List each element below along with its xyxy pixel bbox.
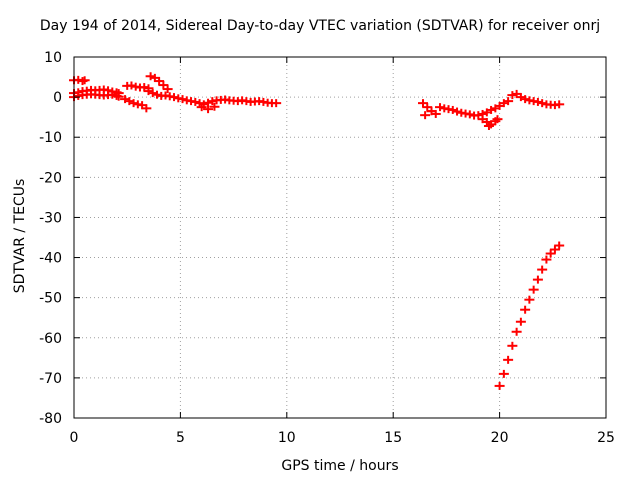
data-point bbox=[113, 92, 124, 101]
x-tick-label: 10 bbox=[278, 430, 296, 446]
data-point bbox=[532, 275, 543, 284]
data-point bbox=[162, 85, 173, 94]
y-axis-label: SDTVAR / TECUs bbox=[12, 178, 28, 294]
data-point bbox=[271, 99, 282, 108]
data-point bbox=[494, 381, 505, 390]
chart-title: Day 194 of 2014, Sidereal Day-to-day VTE… bbox=[39, 18, 601, 34]
x-tick-label: 5 bbox=[176, 430, 185, 446]
plot-frame bbox=[73, 56, 607, 419]
data-point bbox=[420, 111, 431, 120]
data-point bbox=[203, 105, 214, 114]
tick-layer: 0 5 10 15 20 25 10 0 -10 -20 -30 -40 -50 -60 -70 -80 bbox=[39, 50, 615, 446]
data-point bbox=[528, 285, 539, 294]
data-point bbox=[520, 305, 531, 314]
y-tick-label: -60 bbox=[39, 331, 62, 347]
data-point bbox=[154, 77, 165, 86]
data-point bbox=[196, 103, 207, 112]
data-point bbox=[483, 121, 494, 130]
data-point bbox=[492, 115, 503, 124]
data-point bbox=[503, 355, 514, 364]
x-tick-label: 0 bbox=[70, 430, 79, 446]
data-point bbox=[417, 99, 428, 108]
y-tick-label: -10 bbox=[39, 130, 62, 146]
data-point bbox=[422, 103, 433, 112]
data-point bbox=[158, 81, 169, 90]
data-point bbox=[537, 265, 548, 274]
data-point bbox=[141, 104, 152, 113]
y-tick-label: -70 bbox=[39, 371, 62, 387]
points-layer bbox=[69, 72, 565, 390]
data-point bbox=[498, 369, 509, 378]
y-tick-label: -30 bbox=[39, 210, 62, 226]
data-point bbox=[524, 295, 535, 304]
data-point bbox=[426, 107, 437, 116]
data-point bbox=[511, 327, 522, 336]
grid-layer bbox=[74, 57, 606, 418]
y-tick-label: -80 bbox=[39, 411, 62, 427]
y-tick-label: 0 bbox=[53, 90, 62, 106]
data-point bbox=[545, 249, 556, 258]
y-tick-label: -50 bbox=[39, 291, 62, 307]
data-point bbox=[541, 255, 552, 264]
y-tick-label: -20 bbox=[39, 170, 62, 186]
data-point bbox=[209, 102, 220, 111]
x-tick-label: 20 bbox=[491, 430, 509, 446]
data-point bbox=[79, 76, 90, 85]
data-point bbox=[549, 245, 560, 254]
y-tick-label: 10 bbox=[44, 50, 62, 66]
x-axis-label: GPS time / hours bbox=[281, 458, 399, 474]
data-point bbox=[554, 100, 565, 109]
x-tick-label: 15 bbox=[384, 430, 402, 446]
data-point bbox=[503, 97, 514, 106]
x-tick-label: 25 bbox=[597, 430, 615, 446]
data-point bbox=[507, 341, 518, 350]
data-point bbox=[515, 317, 526, 326]
data-point bbox=[554, 241, 565, 250]
y-tick-label: -40 bbox=[39, 251, 62, 267]
